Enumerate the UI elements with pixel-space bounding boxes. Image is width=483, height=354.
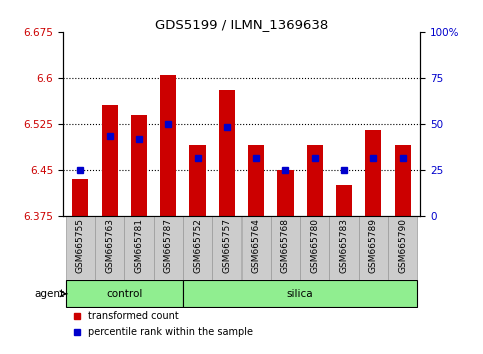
- Bar: [336, 185, 352, 216]
- Bar: [395, 145, 411, 216]
- Text: GSM665755: GSM665755: [76, 218, 85, 273]
- Text: GSM665768: GSM665768: [281, 218, 290, 273]
- Text: control: control: [106, 289, 142, 299]
- Text: GSM665781: GSM665781: [134, 218, 143, 273]
- Bar: [154, 216, 183, 280]
- Text: transformed count: transformed count: [88, 311, 179, 321]
- Text: GSM665783: GSM665783: [340, 218, 349, 273]
- Text: silica: silica: [287, 289, 313, 299]
- Text: GSM665764: GSM665764: [252, 218, 261, 273]
- Bar: [189, 145, 206, 216]
- Bar: [160, 75, 176, 216]
- Bar: [277, 170, 294, 216]
- Bar: [365, 130, 382, 216]
- Bar: [95, 216, 124, 280]
- Bar: [72, 179, 88, 216]
- Bar: [242, 216, 271, 280]
- Text: percentile rank within the sample: percentile rank within the sample: [88, 327, 253, 337]
- Bar: [248, 145, 264, 216]
- Bar: [66, 280, 183, 307]
- Bar: [271, 216, 300, 280]
- Bar: [124, 216, 154, 280]
- Bar: [183, 280, 417, 307]
- Bar: [101, 105, 118, 216]
- Bar: [212, 216, 242, 280]
- Text: GSM665757: GSM665757: [222, 218, 231, 273]
- Text: GSM665780: GSM665780: [310, 218, 319, 273]
- Bar: [66, 216, 95, 280]
- Bar: [307, 145, 323, 216]
- Bar: [329, 216, 359, 280]
- Bar: [300, 216, 329, 280]
- Bar: [183, 216, 212, 280]
- Title: GDS5199 / ILMN_1369638: GDS5199 / ILMN_1369638: [155, 18, 328, 31]
- Text: GSM665790: GSM665790: [398, 218, 407, 273]
- Text: GSM665787: GSM665787: [164, 218, 173, 273]
- Bar: [219, 90, 235, 216]
- Text: agent: agent: [34, 289, 64, 299]
- Bar: [131, 115, 147, 216]
- Bar: [359, 216, 388, 280]
- Text: GSM665752: GSM665752: [193, 218, 202, 273]
- Text: GSM665789: GSM665789: [369, 218, 378, 273]
- Text: GSM665763: GSM665763: [105, 218, 114, 273]
- Bar: [388, 216, 417, 280]
